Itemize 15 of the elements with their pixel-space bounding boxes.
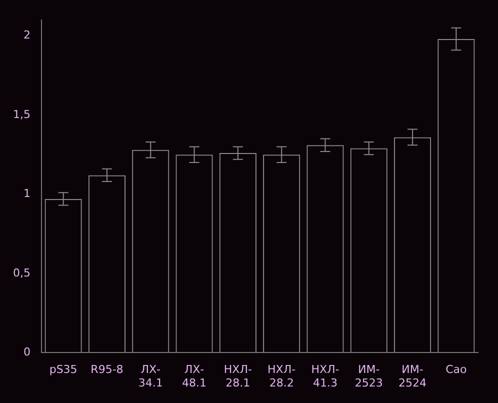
y-tick-label: 0 [23,345,30,358]
x-tick-label: pS35 [49,363,78,376]
x-tick-label: ИМ-2524 [398,363,427,390]
x-tick-label: ИМ-2523 [354,363,383,390]
x-tick-label: НХЛ-28.2 [268,363,296,390]
x-tick-label: R95-8 [90,363,124,376]
y-tick-label: 1 [23,187,30,200]
x-tick-label: Cao [446,363,468,376]
y-tick-label: 2 [23,28,30,42]
y-tick-label: 0,5 [12,266,30,280]
x-tick-label: ЛХ-48.1 [182,363,207,390]
x-tick-label: НХЛ-28.1 [224,363,252,390]
x-tick-label: ЛХ-34.1 [138,363,163,390]
y-tick-label: 1,5 [12,108,30,121]
x-tick-label: НХЛ-41.3 [311,363,340,390]
